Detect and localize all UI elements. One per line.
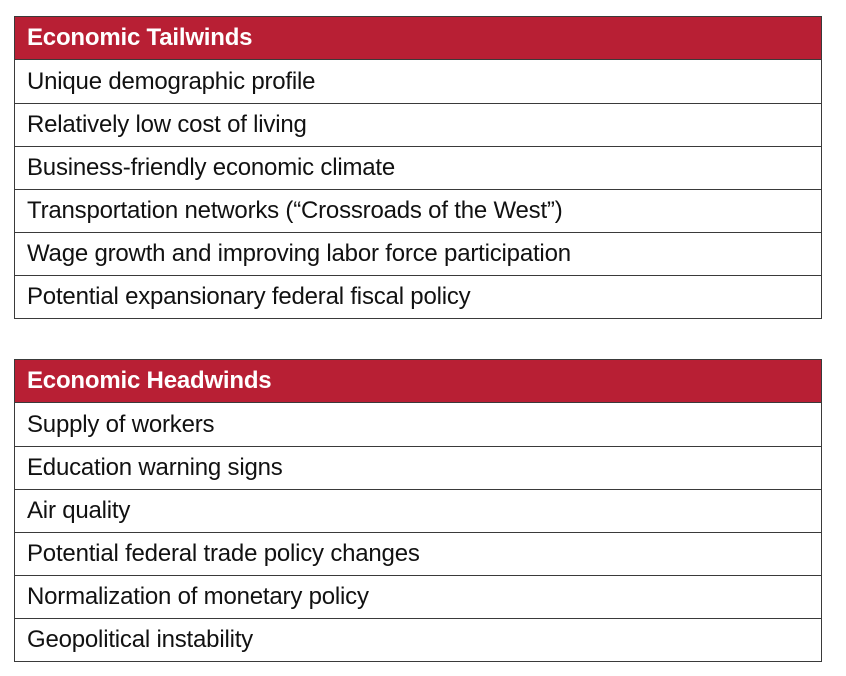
table-row: Transportation networks (“Crossroads of … [15, 189, 821, 232]
table-row: Geopolitical instability [15, 618, 821, 661]
headwinds-rows: Supply of workers Education warning sign… [15, 403, 821, 661]
table-row: Potential expansionary federal fiscal po… [15, 275, 821, 318]
headwinds-header: Economic Headwinds [15, 360, 821, 403]
table-row: Business-friendly economic climate [15, 146, 821, 189]
tailwind-item: Relatively low cost of living [27, 111, 307, 138]
table-row: Education warning signs [15, 446, 821, 489]
table-row: Normalization of monetary policy [15, 575, 821, 618]
table-row: Air quality [15, 489, 821, 532]
tailwind-item: Transportation networks (“Crossroads of … [27, 197, 563, 224]
headwind-item: Air quality [27, 497, 131, 524]
tailwinds-header: Economic Tailwinds [15, 17, 821, 60]
tailwinds-rows: Unique demographic profile Relatively lo… [15, 60, 821, 318]
table-row: Unique demographic profile [15, 60, 821, 103]
tailwind-item: Business-friendly economic climate [27, 154, 396, 181]
headwind-item: Education warning signs [27, 454, 283, 481]
economic-tailwinds-table: Economic Tailwinds Unique demographic pr… [14, 16, 822, 319]
table-row: Potential federal trade policy changes [15, 532, 821, 575]
headwind-item: Supply of workers [27, 410, 215, 438]
headwind-item: Geopolitical instability [27, 626, 253, 653]
headwinds-title: Economic Headwinds [27, 367, 272, 394]
tailwind-item: Potential expansionary federal fiscal po… [27, 283, 471, 310]
table-row: Relatively low cost of living [15, 103, 821, 146]
headwind-item: Normalization of monetary policy [27, 583, 369, 610]
tailwind-item: Wage growth and improving labor force pa… [27, 240, 571, 267]
tailwinds-title: Economic Tailwinds [27, 24, 253, 51]
economic-headwinds-table: Economic Headwinds Supply of workers Edu… [14, 359, 822, 662]
table-row: Wage growth and improving labor force pa… [15, 232, 821, 275]
headwind-item: Potential federal trade policy changes [27, 540, 420, 567]
tailwind-item: Unique demographic profile [27, 67, 316, 95]
table-row: Supply of workers [15, 403, 821, 446]
